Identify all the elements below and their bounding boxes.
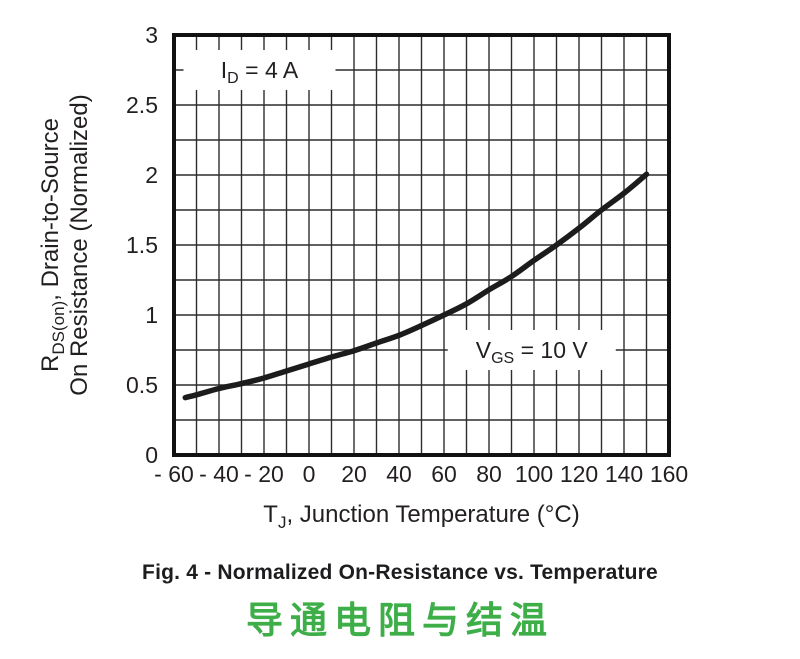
plot-frame	[172, 33, 671, 457]
y-axis-title-text1: RDS(on), Drain-to-Source	[37, 118, 68, 372]
x-tick-label: 160	[650, 461, 688, 487]
y-axis-title-line2: On Resistance (Normalized)	[66, 94, 93, 395]
y-tick-label: 3	[145, 22, 158, 48]
x-tick-label: 60	[431, 461, 457, 487]
x-tick-label: 40	[386, 461, 412, 487]
figure-caption: Fig. 4 - Normalized On-Resistance vs. Te…	[142, 561, 658, 584]
x-tick-label: 80	[476, 461, 502, 487]
y-axis-title-line1: RDS(on), Drain-to-Source	[37, 118, 68, 372]
vgs-annotation-label: VGS = 10 V	[476, 337, 589, 367]
y-tick-label: 1	[145, 302, 158, 328]
x-tick-labels: - 60- 40- 20 0 20 40 60 80 100 120 140 160	[154, 461, 688, 487]
y-tick-label: 2.5	[126, 92, 158, 118]
x-tick-label: 20	[341, 461, 367, 487]
x-tick-label: 120	[560, 461, 598, 487]
figure-subtitle-cn: 导通电阻与结温	[246, 600, 554, 641]
id-annotation-label: ID = 4 A	[221, 57, 299, 87]
x-tick-label: - 60	[154, 461, 194, 487]
y-tick-labels: 0 0.5 1 1.5 2 2.5 3	[126, 22, 158, 468]
curve-normalized-rdson-vgs-10v	[182, 171, 650, 401]
x-tick-label: 0	[303, 461, 316, 487]
y-axis-title-text2: On Resistance (Normalized)	[66, 94, 93, 395]
grid	[174, 35, 669, 455]
y-tick-label: 0	[145, 442, 158, 468]
id-annotation: ID = 4 A	[183, 50, 336, 90]
x-tick-label: 100	[515, 461, 553, 487]
x-axis-title: TJ, Junction Temperature (°C)	[263, 501, 579, 532]
vgs-annotation: VGS = 10 V	[447, 330, 616, 370]
y-tick-label: 2	[145, 162, 158, 188]
y-tick-label: 0.5	[126, 372, 158, 398]
x-tick-label: - 40	[199, 461, 239, 487]
x-tick-label: 140	[605, 461, 643, 487]
x-tick-label: - 20	[244, 461, 284, 487]
y-tick-label: 1.5	[126, 232, 158, 258]
